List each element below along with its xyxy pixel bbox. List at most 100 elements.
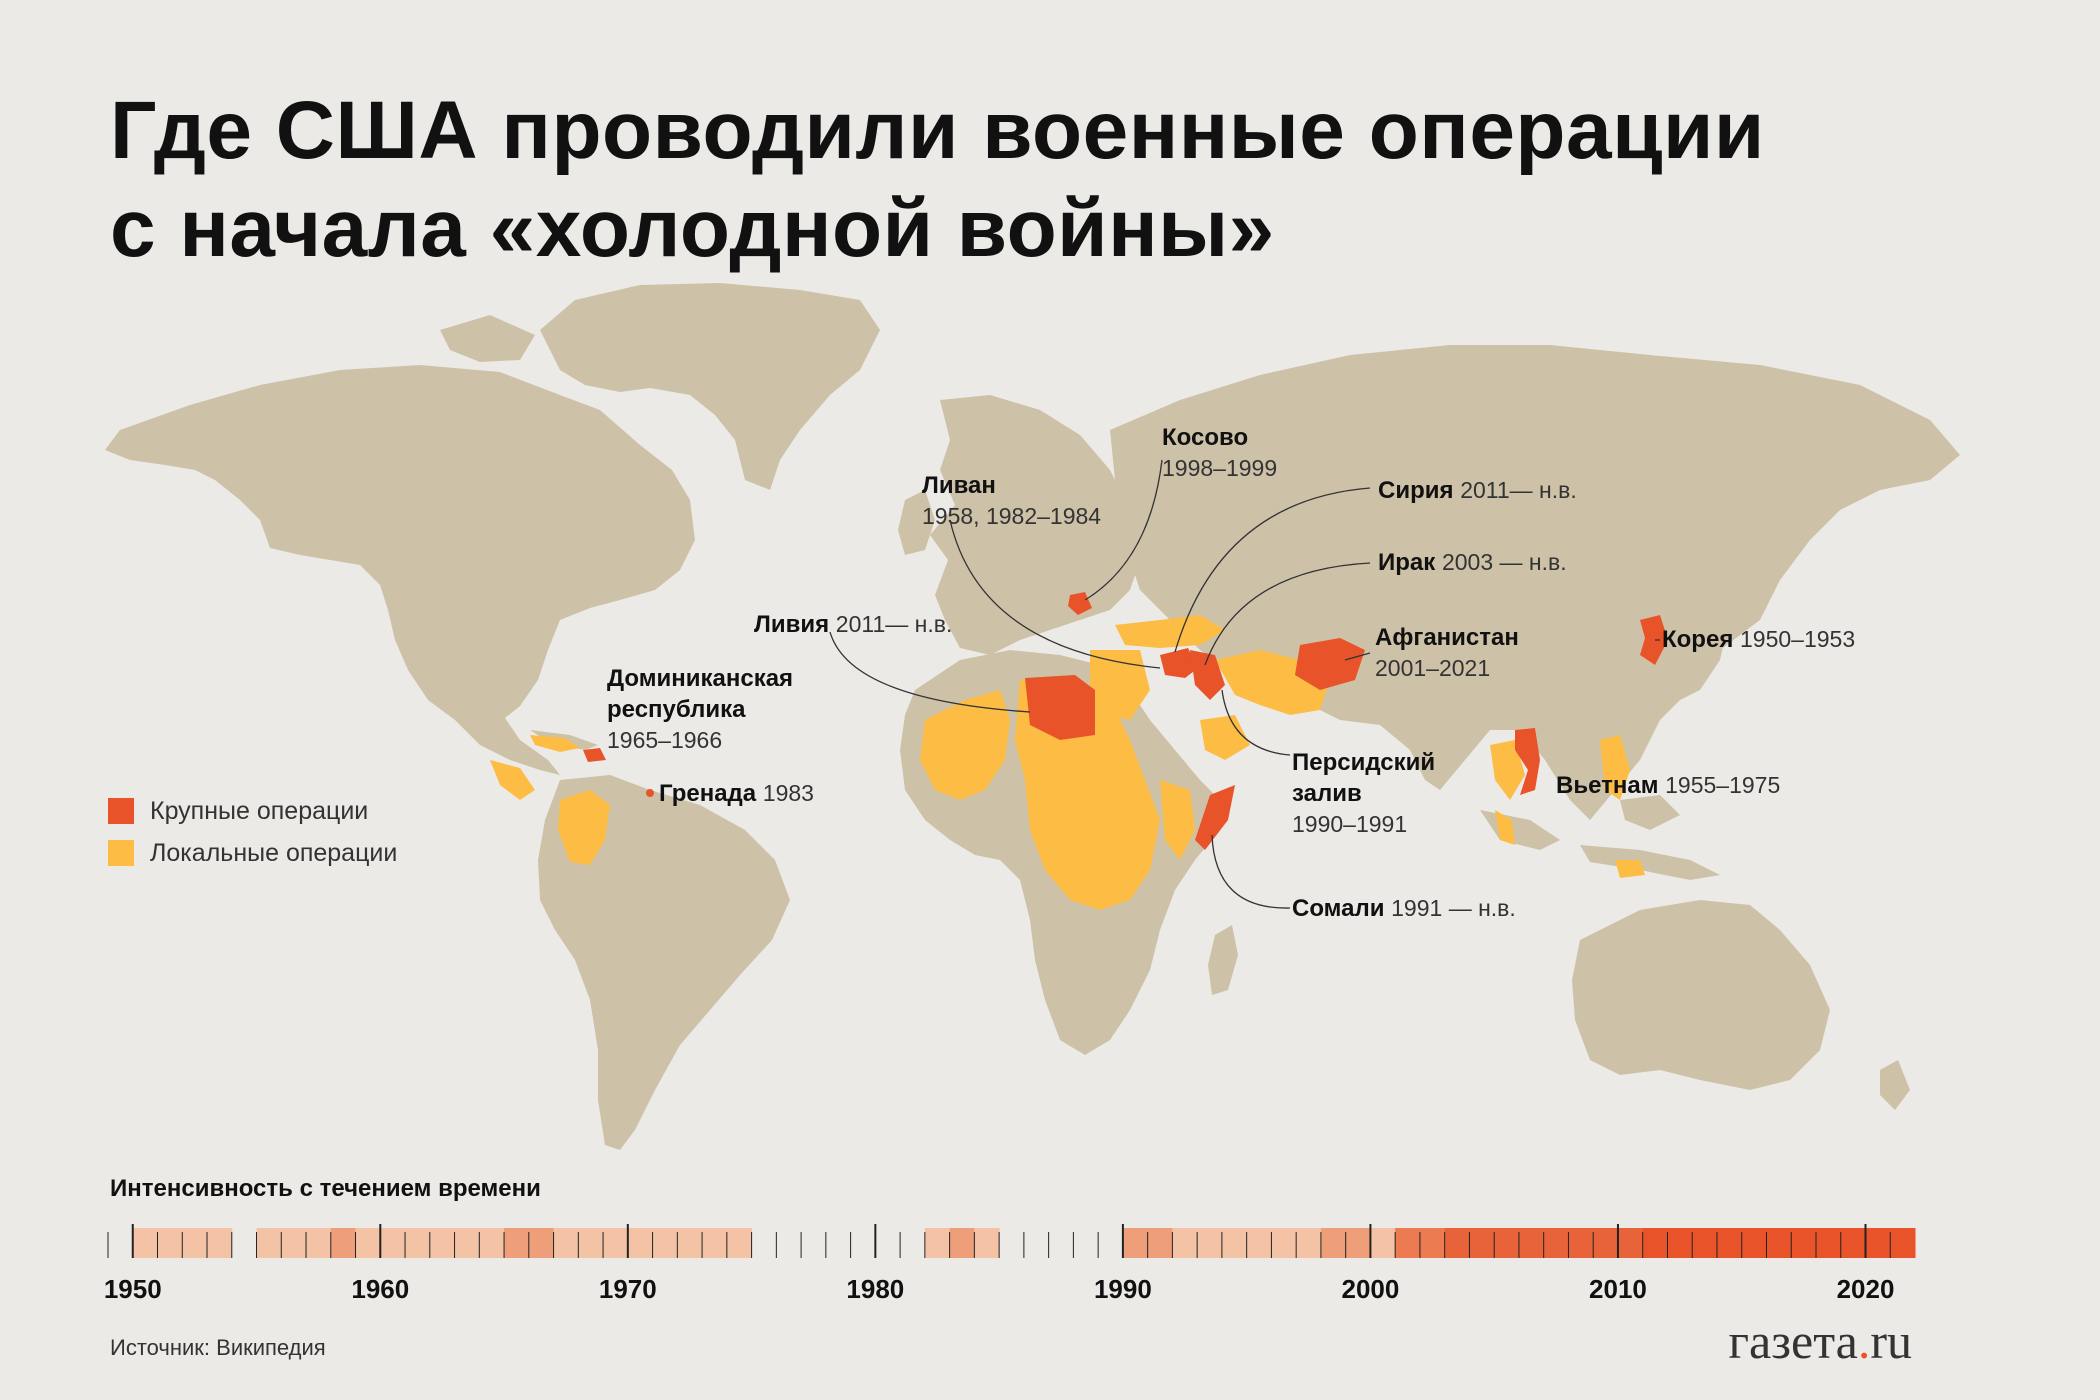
timeline-year-1963: [454, 1228, 480, 1258]
label-somalia: Сомали 1991 — н.в.: [1292, 895, 1516, 922]
timeline-year-1953: [207, 1228, 233, 1258]
leader-gulf: [1221, 689, 1291, 756]
leader-somalia: [1211, 834, 1291, 909]
timeline-label-2020: 2020: [1837, 1274, 1895, 1304]
timeline-year-2017: [1791, 1228, 1817, 1258]
indonesia-shape: [1480, 795, 1720, 880]
local-turkey: [1115, 615, 1225, 648]
logo-tld: ru: [1870, 1313, 1912, 1369]
timeline-year-1964: [479, 1228, 505, 1258]
timeline-year-1973: [702, 1228, 728, 1258]
title-line-2: с начала «холодной войны»: [110, 183, 1275, 274]
timeline-year-1950: [132, 1228, 159, 1258]
timeline-year-2016: [1766, 1228, 1792, 1258]
uk-shape: [898, 490, 935, 555]
local-indonesia-east: [1615, 860, 1645, 878]
local-colombia: [558, 790, 610, 865]
timeline-year-1974: [726, 1228, 753, 1258]
legend-item-local: Локальные операции: [108, 832, 397, 874]
timeline-year-2008: [1568, 1228, 1594, 1258]
timeline-year-1998: [1320, 1228, 1347, 1258]
major-iraq: [1190, 650, 1225, 700]
timeline-year-1955: [256, 1228, 282, 1258]
timeline-year-1999: [1345, 1228, 1371, 1258]
timeline-year-2021: [1890, 1228, 1916, 1258]
leader-kosovo: [1084, 459, 1163, 601]
gazeta-logo: газета.ru: [1729, 1312, 1912, 1370]
major-vietnam: [1515, 728, 1540, 795]
local-central-america: [490, 760, 535, 800]
timeline-year-2004: [1469, 1228, 1495, 1258]
timeline-year-1994: [1221, 1228, 1248, 1258]
major-dominican-republic: [583, 748, 606, 762]
local-operation-areas: [490, 615, 1645, 910]
timeline-year-2002: [1419, 1228, 1446, 1258]
timeline-year-2011: [1642, 1228, 1668, 1258]
local-west-africa: [920, 690, 1010, 800]
label-grenada: Гренада 1983: [659, 780, 814, 807]
major-korea: [1640, 615, 1668, 665]
japan-shape: [1672, 605, 1728, 700]
leader-syria: [1174, 487, 1371, 653]
legend-swatch-local: [108, 840, 134, 866]
local-malaysia: [1495, 810, 1515, 845]
timeline-year-1992: [1172, 1228, 1198, 1258]
timeline-year-2015: [1741, 1228, 1767, 1258]
leader-afghanistan: [1344, 652, 1371, 661]
timeline-year-1990: [1122, 1228, 1149, 1258]
local-thailand-cambodia: [1490, 740, 1525, 800]
timeline-year-2000: [1370, 1228, 1396, 1258]
timeline-year-1967: [553, 1228, 579, 1258]
leader-lines: [829, 459, 1660, 909]
timeline-year-1962: [429, 1228, 456, 1258]
timeline-year-2007: [1543, 1228, 1569, 1258]
timeline-title: Интенсивность с течением времени: [110, 1175, 541, 1202]
intensity-timeline: 1950 1960 1970 1980 1990 2000 2010 2020: [104, 1224, 1916, 1304]
timeline-year-2010: [1617, 1228, 1644, 1258]
timeline-year-1960: [380, 1228, 406, 1258]
label-dominican: Доминиканская республика 1965–1966: [607, 665, 794, 753]
timeline-label-1980: 1980: [846, 1274, 904, 1304]
timeline-year-1959: [355, 1228, 381, 1258]
logo-main: газета: [1728, 1313, 1858, 1369]
legend-label-local: Локальные операции: [150, 838, 398, 867]
local-caribbean: [530, 735, 580, 752]
major-lebanon-syria: [1160, 648, 1198, 678]
leader-iraq: [1204, 562, 1371, 666]
legend-swatch-major: [108, 798, 134, 824]
leader-libya: [829, 631, 1031, 713]
local-yemen-arabia: [1200, 715, 1250, 760]
timeline-label-1950: 1950: [104, 1274, 162, 1304]
local-philippines: [1600, 735, 1630, 800]
timeline-year-1965: [504, 1228, 530, 1258]
timeline-year-1951: [157, 1228, 183, 1258]
timeline-label-2000: 2000: [1342, 1274, 1400, 1304]
legend-item-major: Крупные операции: [108, 790, 397, 832]
timeline-year-2003: [1444, 1228, 1470, 1258]
timeline-year-1982: [924, 1228, 951, 1258]
australia-shape: [1572, 900, 1830, 1090]
major-somalia: [1195, 785, 1235, 850]
source-note: Источник: Википедия: [110, 1335, 326, 1360]
label-lebanon: Ливан 1958, 1982–1984: [922, 472, 1102, 529]
timeline-year-1983: [949, 1228, 975, 1258]
label-vietnam: Вьетнам 1955–1975: [1556, 772, 1781, 799]
timeline-year-2014: [1716, 1228, 1743, 1258]
timeline-year-1958: [330, 1228, 357, 1258]
timeline-year-1968: [578, 1228, 604, 1258]
timeline-year-1971: [652, 1228, 678, 1258]
major-grenada: [646, 789, 654, 797]
label-korea: Корея 1950–1953: [1662, 626, 1856, 653]
timeline-label-1970: 1970: [599, 1274, 657, 1304]
timeline-year-1972: [677, 1228, 703, 1258]
timeline-year-2019: [1840, 1228, 1866, 1258]
major-afghanistan: [1295, 638, 1365, 690]
timeline-year-2009: [1593, 1228, 1619, 1258]
madagascar-shape: [1208, 925, 1238, 995]
label-libya: Ливия 2011— н.в.: [754, 611, 953, 638]
legend-label-major: Крупные операции: [150, 796, 369, 825]
timeline-year-1995: [1246, 1228, 1272, 1258]
title-line-1: Где США проводили военные операции: [110, 85, 1765, 176]
timeline-year-1991: [1147, 1228, 1173, 1258]
